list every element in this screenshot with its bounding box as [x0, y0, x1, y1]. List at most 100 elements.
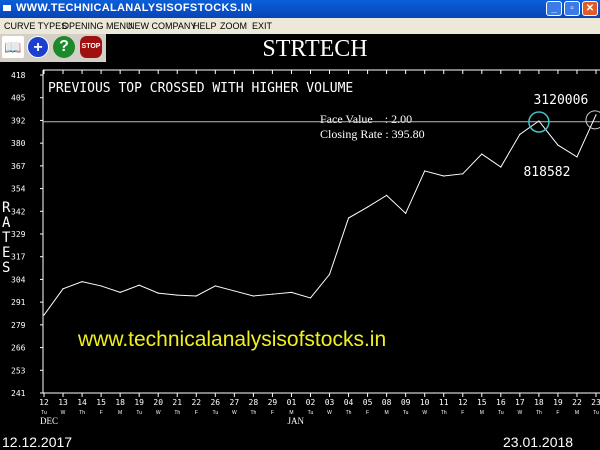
menu-new-company[interactable]: NEW COMPANY [128, 21, 197, 31]
volume-label: 3120006 [533, 93, 588, 108]
weekday-label: Th [79, 410, 85, 416]
volume-label: 818582 [523, 165, 570, 180]
y-tick-label: 266 [11, 344, 26, 353]
weekday-label: F [195, 410, 198, 416]
y-tick-label: 329 [11, 230, 26, 239]
x-tick-label: 12 [39, 398, 49, 407]
help-icon[interactable]: ? [53, 36, 75, 58]
data-point [214, 285, 216, 287]
weekday-label: M [480, 410, 484, 416]
title-bar: WWW.TECHNICALANALYSISOFSTOCKS.IN _ ▫ ✕ [0, 0, 600, 18]
weekday-label: W [517, 410, 522, 416]
data-point [252, 295, 254, 297]
data-point [519, 133, 521, 135]
data-point [557, 144, 559, 146]
weekday-label: Th [174, 410, 180, 416]
x-tick-label: 01 [287, 398, 297, 407]
x-tick-label: 12 [458, 398, 468, 407]
weekday-label: M [289, 410, 293, 416]
data-point [500, 166, 502, 168]
y-tick-label: 418 [11, 71, 26, 80]
data-point [366, 206, 369, 208]
face-value: Face Value : 2.00 [320, 112, 412, 126]
data-point [424, 170, 426, 172]
y-tick-label: 279 [11, 321, 26, 330]
y-tick-label: 354 [11, 185, 26, 194]
data-point [347, 217, 350, 219]
book-icon[interactable]: 📖 [2, 36, 24, 58]
data-point [100, 285, 102, 287]
x-tick-label: 15 [477, 398, 487, 407]
y-tick-label: 405 [11, 94, 26, 103]
data-point [443, 175, 445, 177]
x-tick-label: 26 [210, 398, 220, 407]
y-tick-label: 241 [11, 389, 26, 398]
y-tick-label: 304 [11, 275, 26, 284]
company-name: STRTECH [262, 36, 368, 62]
weekday-label: W [61, 410, 66, 416]
watermark: www.technicalanalysisofstocks.in [77, 328, 386, 351]
month-label: JAN [287, 416, 304, 426]
x-tick-label: 21 [172, 398, 182, 407]
x-tick-label: 04 [344, 398, 354, 407]
weekday-label: M [575, 410, 579, 416]
weekday-label: Tu [498, 410, 504, 416]
x-tick-label: 02 [306, 398, 316, 407]
volume-circle [528, 111, 550, 133]
y-axis-title-letter: R [2, 200, 11, 216]
data-point [138, 284, 140, 286]
menu-help[interactable]: HELP [193, 21, 217, 31]
y-tick-label: 367 [11, 162, 26, 171]
menu-opening-menu[interactable]: OPENING MENU [62, 21, 133, 31]
restore-button[interactable]: ▫ [564, 1, 580, 16]
menu-curve-types[interactable]: CURVE TYPES [4, 21, 68, 31]
stop-icon[interactable]: STOP [80, 36, 102, 58]
x-tick-label: 09 [401, 398, 411, 407]
close-button[interactable]: ✕ [582, 1, 598, 16]
x-tick-label: 05 [363, 398, 373, 407]
data-point [81, 281, 83, 283]
data-point [62, 288, 64, 290]
weekday-label: F [271, 410, 274, 416]
data-point [271, 293, 274, 295]
x-tick-label: 22 [572, 398, 582, 407]
data-point [290, 291, 293, 293]
x-tick-label: 18 [534, 398, 544, 407]
x-tick-label: 16 [496, 398, 506, 407]
x-tick-label: 18 [115, 398, 125, 407]
price-line [43, 114, 597, 316]
y-tick-label: 342 [11, 207, 26, 216]
weekday-label: W [422, 410, 427, 416]
weekday-label: Th [346, 410, 352, 416]
weekday-label: Tu [136, 410, 142, 416]
weekday-label: M [385, 410, 389, 416]
menu-zoom[interactable]: ZOOM [220, 21, 247, 31]
x-tick-label: 17 [515, 398, 525, 407]
weekday-label: Tu [41, 410, 47, 416]
x-tick-label: 03 [325, 398, 335, 407]
data-point [309, 297, 312, 299]
weekday-label: Tu [593, 410, 599, 416]
weekday-label: M [118, 410, 122, 416]
x-tick-label: 13 [58, 398, 68, 407]
x-tick-label: 29 [268, 398, 278, 407]
x-tick-label: 19 [553, 398, 563, 407]
closing-rate: Closing Rate : 395.80 [320, 127, 425, 141]
y-axis-title-letter: T [2, 230, 11, 246]
y-tick-label: 317 [11, 253, 26, 262]
y-axis-title-letter: A [2, 215, 11, 231]
end-date: 23.01.2018 [503, 434, 573, 450]
app-icon [3, 5, 11, 11]
plus-icon[interactable]: + [27, 36, 49, 58]
x-tick-label: 19 [134, 398, 144, 407]
weekday-label: F [556, 410, 559, 416]
start-date: 12.12.2017 [2, 434, 72, 450]
weekday-label: Tu [212, 410, 218, 416]
data-point [43, 314, 45, 316]
minimize-button[interactable]: _ [546, 1, 562, 16]
x-tick-label: 27 [230, 398, 240, 407]
x-tick-label: 22 [191, 398, 201, 407]
menu-exit[interactable]: EXIT [252, 21, 273, 31]
weekday-label: W [156, 410, 161, 416]
